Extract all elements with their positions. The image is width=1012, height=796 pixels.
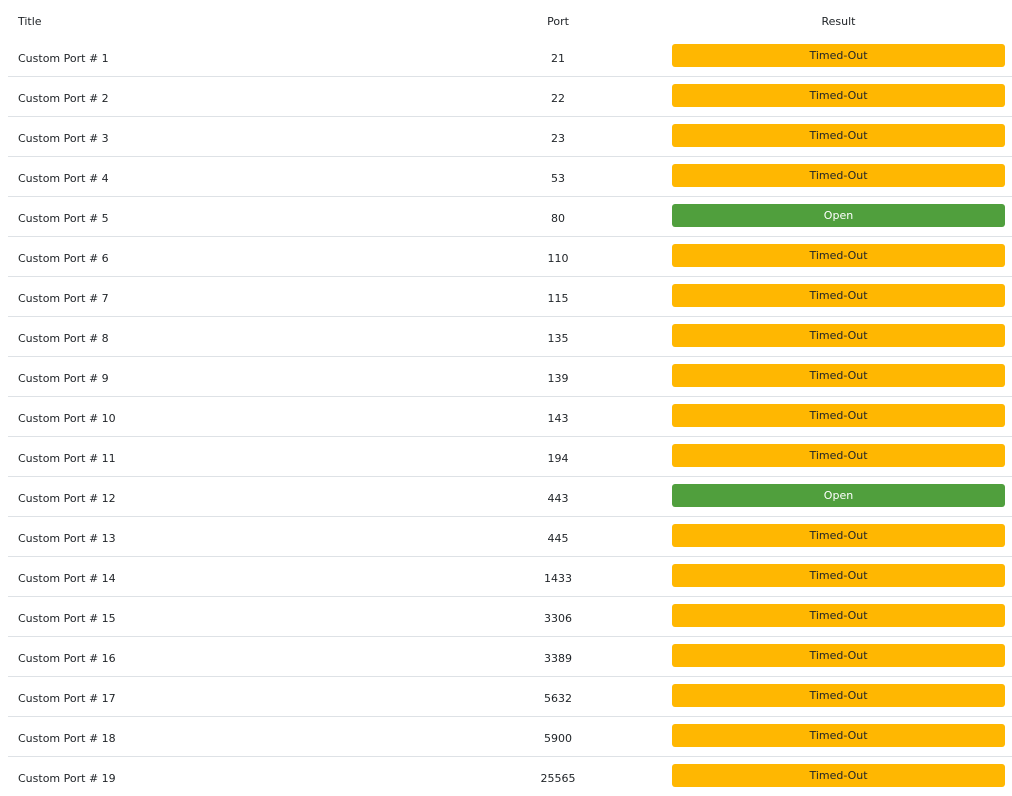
- row-port: 3389: [544, 652, 572, 665]
- row-title: Custom Port # 7: [18, 292, 109, 305]
- row-port: 25565: [540, 772, 576, 785]
- row-port: 115: [547, 292, 569, 305]
- table-row: Custom Port # 15 3306 Timed-Out: [8, 597, 1012, 637]
- header-title: Title: [18, 15, 42, 28]
- table-row: Custom Port # 7 115 Timed-Out: [8, 277, 1012, 317]
- row-port: 194: [547, 452, 569, 465]
- result-badge-timed-out: Timed-Out: [672, 644, 1005, 667]
- table-row: Custom Port # 18 5900 Timed-Out: [8, 717, 1012, 757]
- table-row: Custom Port # 1 21 Timed-Out: [8, 37, 1012, 77]
- header-port: Port: [547, 15, 569, 28]
- result-badge-timed-out: Timed-Out: [672, 564, 1005, 587]
- result-badge-timed-out: Timed-Out: [672, 324, 1005, 347]
- row-port: 23: [551, 132, 565, 145]
- table-row: Custom Port # 12 443 Open: [8, 477, 1012, 517]
- row-port: 143: [547, 412, 569, 425]
- result-badge-timed-out: Timed-Out: [672, 284, 1005, 307]
- result-badge-timed-out: Timed-Out: [672, 684, 1005, 707]
- row-port: 135: [547, 332, 569, 345]
- row-title: Custom Port # 3: [18, 132, 109, 145]
- result-badge-timed-out: Timed-Out: [672, 124, 1005, 147]
- row-title: Custom Port # 1: [18, 52, 109, 65]
- row-port: 445: [547, 532, 569, 545]
- result-badge-timed-out: Timed-Out: [672, 44, 1005, 67]
- row-title: Custom Port # 4: [18, 172, 109, 185]
- row-title: Custom Port # 2: [18, 92, 109, 105]
- row-title: Custom Port # 8: [18, 332, 109, 345]
- row-port: 22: [551, 92, 565, 105]
- result-badge-timed-out: Timed-Out: [672, 244, 1005, 267]
- table-row: Custom Port # 10 143 Timed-Out: [8, 397, 1012, 437]
- row-port: 110: [547, 252, 569, 265]
- table-row: Custom Port # 17 5632 Timed-Out: [8, 677, 1012, 717]
- result-badge-timed-out: Timed-Out: [672, 404, 1005, 427]
- table-row: Custom Port # 19 25565 Timed-Out: [8, 757, 1012, 796]
- table-row: Custom Port # 2 22 Timed-Out: [8, 77, 1012, 117]
- row-port: 5632: [544, 692, 572, 705]
- table-row: Custom Port # 8 135 Timed-Out: [8, 317, 1012, 357]
- result-badge-timed-out: Timed-Out: [672, 724, 1005, 747]
- result-badge-open: Open: [672, 204, 1005, 227]
- result-badge-timed-out: Timed-Out: [672, 364, 1005, 387]
- row-title: Custom Port # 13: [18, 532, 116, 545]
- row-title: Custom Port # 10: [18, 412, 116, 425]
- result-badge-timed-out: Timed-Out: [672, 84, 1005, 107]
- row-title: Custom Port # 12: [18, 492, 116, 505]
- table-row: Custom Port # 4 53 Timed-Out: [8, 157, 1012, 197]
- result-badge-timed-out: Timed-Out: [672, 764, 1005, 787]
- row-title: Custom Port # 5: [18, 212, 109, 225]
- row-title: Custom Port # 9: [18, 372, 109, 385]
- row-title: Custom Port # 14: [18, 572, 116, 585]
- row-title: Custom Port # 18: [18, 732, 116, 745]
- table-row: Custom Port # 5 80 Open: [8, 197, 1012, 237]
- table-row: Custom Port # 11 194 Timed-Out: [8, 437, 1012, 477]
- row-port: 53: [551, 172, 565, 185]
- row-title: Custom Port # 15: [18, 612, 116, 625]
- result-badge-open: Open: [672, 484, 1005, 507]
- table-row: Custom Port # 13 445 Timed-Out: [8, 517, 1012, 557]
- result-badge-timed-out: Timed-Out: [672, 604, 1005, 627]
- result-badge-timed-out: Timed-Out: [672, 524, 1005, 547]
- row-port: 1433: [544, 572, 572, 585]
- row-port: 139: [547, 372, 569, 385]
- row-port: 5900: [544, 732, 572, 745]
- table-body: Custom Port # 1 21 Timed-Out Custom Port # …: [8, 37, 1012, 796]
- port-results-table: Title Port Result Custom Port # 1 21 Timed…: [8, 0, 1012, 796]
- row-title: Custom Port # 11: [18, 452, 116, 465]
- table-row: Custom Port # 16 3389 Timed-Out: [8, 637, 1012, 677]
- row-title: Custom Port # 6: [18, 252, 109, 265]
- row-port: 21: [551, 52, 565, 65]
- row-port: 3306: [544, 612, 572, 625]
- result-badge-timed-out: Timed-Out: [672, 164, 1005, 187]
- row-port: 80: [551, 212, 565, 225]
- table-row: Custom Port # 6 110 Timed-Out: [8, 237, 1012, 277]
- table-header-row: Title Port Result: [8, 0, 1012, 37]
- row-port: 443: [547, 492, 569, 505]
- row-title: Custom Port # 17: [18, 692, 116, 705]
- table-row: Custom Port # 14 1433 Timed-Out: [8, 557, 1012, 597]
- table-row: Custom Port # 9 139 Timed-Out: [8, 357, 1012, 397]
- row-title: Custom Port # 19: [18, 772, 116, 785]
- row-title: Custom Port # 16: [18, 652, 116, 665]
- result-badge-timed-out: Timed-Out: [672, 444, 1005, 467]
- table-row: Custom Port # 3 23 Timed-Out: [8, 117, 1012, 157]
- header-result: Result: [821, 15, 856, 28]
